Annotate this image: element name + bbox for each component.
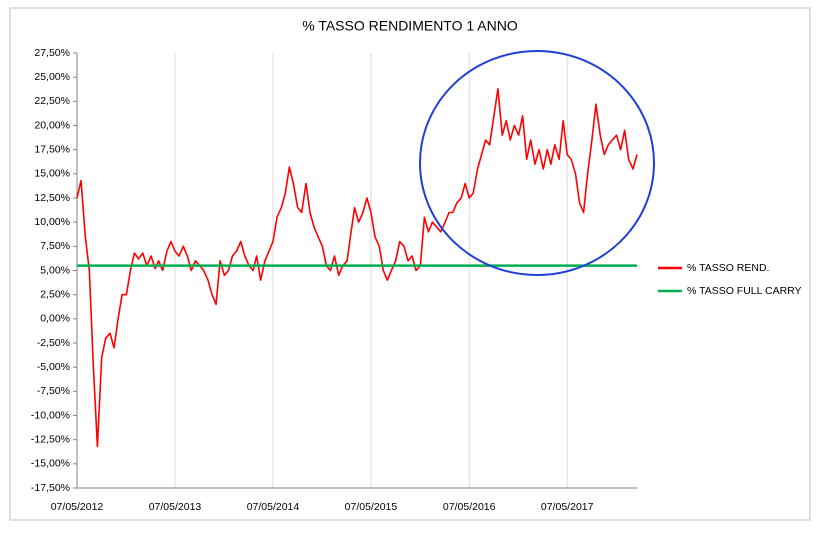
y-tick-label: 17,50%	[34, 143, 70, 155]
chart-border	[9, 7, 811, 521]
highlight-circle	[419, 50, 655, 276]
x-tick-label: 07/05/2013	[149, 501, 202, 513]
y-tick-label: 5,00%	[40, 264, 70, 276]
y-tick-label: -15,00%	[31, 458, 70, 470]
x-tick-label: 07/05/2017	[541, 501, 594, 513]
y-tick-label: 0,00%	[40, 313, 70, 325]
y-tick-label: -10,00%	[31, 409, 70, 421]
y-tick-label: 10,00%	[34, 216, 70, 228]
x-tick-label: 07/05/2016	[443, 501, 496, 513]
y-tick-label: 15,00%	[34, 168, 70, 180]
y-tick-label: 12,50%	[34, 192, 70, 204]
y-tick-label: -12,50%	[31, 433, 70, 445]
y-tick-label: 20,00%	[34, 119, 70, 131]
y-tick-label: 27,50%	[34, 47, 70, 59]
legend-label: % TASSO FULL CARRY	[687, 285, 802, 297]
y-tick-label: 2,50%	[40, 288, 70, 300]
x-tick-label: 07/05/2015	[345, 501, 398, 513]
y-tick-label: -5,00%	[37, 361, 70, 373]
y-tick-label: -7,50%	[37, 385, 70, 397]
legend-label: % TASSO REND.	[687, 262, 769, 274]
y-tick-label: -2,50%	[37, 337, 70, 349]
chart-title: % TASSO RENDIMENTO 1 ANNO	[302, 18, 518, 34]
y-tick-label: 22,50%	[34, 95, 70, 107]
y-tick-label: 7,50%	[40, 240, 70, 252]
y-tick-label: 25,00%	[34, 71, 70, 83]
x-tick-label: 07/05/2014	[247, 501, 300, 513]
y-tick-label: -17,50%	[31, 482, 70, 494]
x-tick-label: 07/05/2012	[51, 501, 104, 513]
line-series	[76, 87, 638, 448]
plot-area: 07/05/2012 07/05/2013 07/05/2014 07/05/2015…	[31, 47, 802, 513]
